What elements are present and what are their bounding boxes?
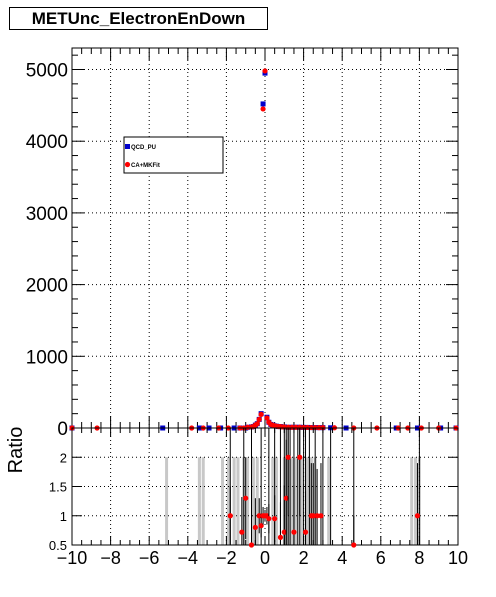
data-point: [264, 415, 270, 421]
x-tick-label: 4: [337, 548, 347, 568]
legend-entry-label: CA+MKFit: [131, 163, 160, 169]
x-tick-label: 2: [299, 548, 309, 568]
x-tick-label: 10: [448, 548, 468, 568]
ratio-point: [285, 454, 291, 460]
uncertainty-band: [410, 457, 414, 545]
data-point: [260, 106, 266, 112]
ratio-point: [227, 513, 233, 519]
ratio-point: [243, 495, 249, 501]
ratio-point: [291, 529, 297, 535]
data-point: [245, 424, 251, 430]
ratio-point: [252, 524, 258, 531]
y-tick-label: 0: [57, 419, 68, 440]
y-tick-label: 3000: [26, 204, 68, 225]
chart-title: METUnc_ElectronEnDown: [31, 9, 246, 28]
uncertainty-band: [165, 457, 169, 545]
uncertainty-band: [275, 457, 279, 545]
x-tick-label: 8: [414, 548, 424, 568]
ratio-point: [272, 516, 278, 522]
ratio-point: [258, 523, 264, 529]
uncertainty-band: [271, 457, 275, 545]
ratio-y-tick-label: 0.5: [49, 538, 67, 553]
ratio-y-tick-label: 1: [60, 509, 67, 524]
x-tick-label: −4: [178, 548, 199, 568]
data-point: [256, 416, 262, 422]
x-tick-label: 6: [376, 548, 386, 568]
x-tick-label: −6: [139, 548, 160, 568]
legend-marker: [124, 161, 131, 168]
uncertainty-band: [246, 457, 250, 545]
uncertainty-band: [197, 457, 201, 545]
x-tick-label: −2: [216, 548, 237, 568]
ratio-point: [283, 495, 289, 501]
ratio-point: [297, 454, 303, 460]
uncertainty-band: [251, 457, 255, 545]
y-tick-label: 5000: [26, 61, 68, 82]
ratio-point: [277, 534, 284, 540]
y-tick-label: 2000: [26, 276, 68, 297]
data-point: [304, 424, 311, 431]
legend-box: [123, 136, 224, 174]
ratio-point: [239, 529, 245, 535]
x-tick-label: 0: [260, 548, 270, 568]
ratio-point: [414, 513, 421, 519]
series-b: [69, 68, 459, 431]
data-point: [293, 424, 299, 430]
data-point: [262, 68, 268, 74]
x-tick-label: −8: [100, 548, 121, 568]
ratio-point: [248, 542, 255, 548]
ratio-point: [302, 529, 309, 535]
uncertainty-band: [226, 457, 230, 545]
ratio-y-tick-label: 2: [60, 450, 67, 465]
legend-marker: [125, 144, 130, 149]
main-plot: 0 1000 2000 3000 4000 5000 QCD_PU CA+MKFit: [26, 47, 459, 440]
y-tick-label: 1000: [26, 347, 68, 368]
ratio-point: [314, 513, 320, 519]
ratio-point: [310, 513, 316, 519]
y-tick-label: 4000: [26, 132, 68, 153]
data-point: [289, 424, 295, 430]
uncertainty-band: [255, 457, 259, 545]
data-point: [297, 424, 303, 430]
ratio-point: [351, 542, 357, 548]
legend: QCD_PU CA+MKFit: [123, 136, 224, 174]
uncertainty-band: [201, 457, 205, 545]
uncertainty-band: [327, 457, 331, 545]
uncertainty-band: [236, 457, 240, 545]
legend-entry-label: QCD_PU: [131, 145, 156, 151]
x-tick-label: −10: [57, 548, 88, 568]
uncertainty-band: [414, 457, 418, 545]
uncertainty-band: [290, 457, 294, 545]
ratio-point: [281, 529, 287, 535]
data-point: [301, 424, 307, 431]
ratio-point: [266, 516, 272, 522]
uncertainty-band: [305, 457, 309, 545]
ratio-axis-label: Ratio: [5, 427, 27, 474]
data-point: [285, 424, 291, 430]
uncertainty-band: [300, 457, 304, 545]
ratio-point: [318, 513, 324, 519]
uncertainty-band: [221, 457, 225, 545]
data-point: [260, 101, 266, 107]
data-point: [254, 421, 260, 427]
ratio-plot: 0.5 1 1.5 2 −10 −8 −6 −4 −2 0 2 4 6 8 10 Ratio: [5, 427, 468, 568]
data-point: [258, 411, 264, 417]
uncertainty-band: [232, 457, 236, 545]
series-a: [69, 70, 459, 431]
chart-title-box: METUnc_ElectronEnDown: [9, 7, 268, 30]
uncertainty-band: [294, 457, 298, 545]
ratio-point: [256, 513, 262, 519]
ratio-y-tick-label: 1.5: [49, 480, 67, 495]
